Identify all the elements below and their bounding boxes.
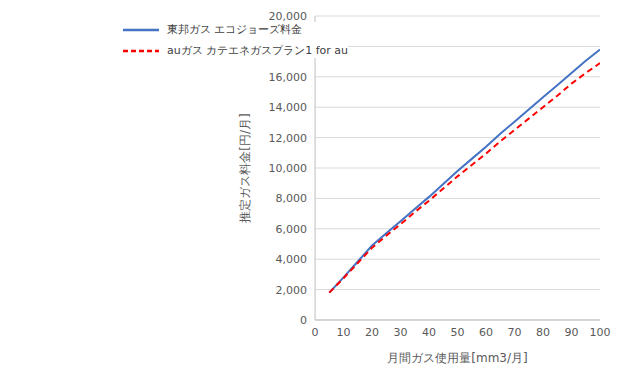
svg-text:40: 40 — [422, 326, 436, 339]
svg-text:6,000: 6,000 — [276, 223, 308, 236]
svg-text:70: 70 — [508, 326, 522, 339]
svg-text:推定ガス料金[円/月]: 推定ガス料金[円/月] — [238, 113, 252, 222]
svg-text:10,000: 10,000 — [269, 162, 308, 175]
svg-text:12,000: 12,000 — [269, 132, 308, 145]
svg-text:16,000: 16,000 — [269, 71, 308, 84]
svg-text:60: 60 — [479, 326, 493, 339]
svg-text:18,000: 18,000 — [269, 40, 308, 53]
svg-text:30: 30 — [394, 326, 408, 339]
svg-text:4,000: 4,000 — [276, 253, 308, 266]
svg-text:14,000: 14,000 — [269, 101, 308, 114]
svg-text:50: 50 — [451, 326, 465, 339]
svg-text:2,000: 2,000 — [276, 284, 308, 297]
svg-text:100: 100 — [590, 326, 611, 339]
svg-text:0: 0 — [300, 314, 307, 327]
svg-text:20,000: 20,000 — [269, 10, 308, 23]
svg-text:90: 90 — [565, 326, 579, 339]
svg-text:20: 20 — [365, 326, 379, 339]
svg-text:0: 0 — [312, 326, 319, 339]
svg-text:80: 80 — [536, 326, 550, 339]
svg-text:10: 10 — [337, 326, 351, 339]
svg-text:8,000: 8,000 — [276, 192, 308, 205]
svg-text:月間ガス使用量[mm3/月]: 月間ガス使用量[mm3/月] — [387, 351, 527, 365]
